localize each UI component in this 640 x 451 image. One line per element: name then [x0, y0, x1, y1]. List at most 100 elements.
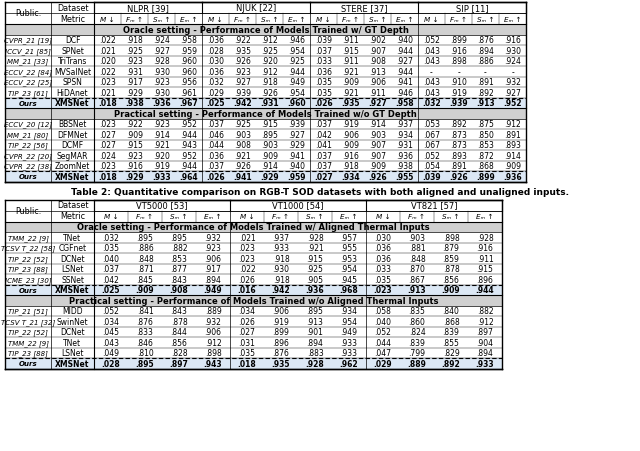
Text: .929: .929: [260, 172, 279, 181]
Text: .903: .903: [261, 141, 278, 150]
Text: .040: .040: [374, 317, 392, 326]
Text: .912: .912: [504, 120, 521, 129]
Text: .912: .912: [477, 317, 493, 326]
Text: .921: .921: [342, 88, 359, 97]
Text: .904: .904: [477, 338, 493, 347]
Bar: [5, 172, 526, 182]
Text: .931: .931: [126, 68, 143, 77]
Text: .909: .909: [136, 285, 154, 295]
Text: .023: .023: [239, 254, 255, 263]
Text: .938: .938: [125, 99, 144, 108]
Bar: [5, 358, 502, 368]
Text: .043: .043: [423, 57, 440, 66]
Text: .921: .921: [234, 152, 251, 161]
Text: M ↓: M ↓: [316, 17, 331, 23]
Text: DFMNet: DFMNet: [58, 130, 88, 139]
Text: .919: .919: [273, 317, 289, 326]
Text: .926: .926: [368, 172, 387, 181]
Text: .912: .912: [205, 338, 221, 347]
Text: .959: .959: [180, 46, 197, 55]
Text: TIP_23 [61]: TIP_23 [61]: [8, 90, 48, 97]
Text: .876: .876: [136, 317, 154, 326]
Text: .021: .021: [239, 233, 255, 242]
Text: .927: .927: [288, 130, 305, 139]
Text: .039: .039: [315, 36, 332, 45]
Text: .944: .944: [476, 285, 494, 295]
Text: .025: .025: [206, 99, 225, 108]
Text: .846: .846: [136, 338, 154, 347]
Text: .042: .042: [315, 130, 332, 139]
Text: .882: .882: [171, 244, 188, 253]
Text: .925: .925: [234, 120, 251, 129]
Text: TCSV T_21 [32]: TCSV T_21 [32]: [1, 318, 55, 325]
Text: .026: .026: [314, 99, 333, 108]
Text: .912: .912: [261, 36, 278, 45]
Text: SPNet: SPNet: [61, 46, 84, 55]
Text: .960: .960: [180, 57, 197, 66]
Bar: [5, 109, 526, 119]
Text: .843: .843: [171, 307, 188, 316]
Text: .931: .931: [396, 141, 413, 150]
Text: LSNet: LSNet: [61, 265, 84, 274]
Text: .023: .023: [374, 285, 392, 295]
Text: ECCV_22 [25]: ECCV_22 [25]: [4, 79, 52, 86]
Text: .067: .067: [423, 130, 440, 139]
Text: .934: .934: [341, 172, 360, 181]
Text: .920: .920: [261, 57, 278, 66]
Text: .027: .027: [314, 172, 333, 181]
Text: .959: .959: [287, 172, 306, 181]
Text: .923: .923: [126, 152, 143, 161]
Text: .036: .036: [207, 152, 224, 161]
Text: .944: .944: [180, 130, 197, 139]
Text: .937: .937: [273, 233, 289, 242]
Text: .860: .860: [408, 317, 426, 326]
Text: .946: .946: [288, 36, 305, 45]
Text: .899: .899: [450, 36, 467, 45]
Text: .891: .891: [477, 78, 494, 87]
Text: XMSNet: XMSNet: [55, 172, 90, 181]
Text: .037: .037: [315, 162, 332, 171]
Text: .873: .873: [450, 141, 467, 150]
Text: .929: .929: [288, 141, 305, 150]
Text: .913: .913: [408, 285, 426, 295]
Text: MM_21 [33]: MM_21 [33]: [8, 58, 49, 65]
Text: .032: .032: [422, 99, 441, 108]
Text: .029: .029: [374, 359, 392, 368]
Text: .028: .028: [207, 46, 224, 55]
Bar: [5, 25, 526, 36]
Text: .932: .932: [205, 317, 221, 326]
Text: .954: .954: [288, 46, 305, 55]
Text: .027: .027: [99, 141, 116, 150]
Text: SSNet: SSNet: [61, 275, 84, 284]
Text: .913: .913: [476, 99, 495, 108]
Text: .957: .957: [340, 233, 358, 242]
Text: .916: .916: [504, 36, 521, 45]
Text: .053: .053: [423, 120, 440, 129]
Text: Oracle setting - Performance of Models Trained w/ GT Depth: Oracle setting - Performance of Models T…: [123, 26, 408, 35]
Bar: [5, 285, 502, 295]
Text: .016: .016: [237, 285, 256, 295]
Text: .943: .943: [204, 359, 222, 368]
Text: .905: .905: [307, 275, 323, 284]
Text: .914: .914: [504, 152, 521, 161]
Text: .903: .903: [408, 233, 426, 242]
Text: .891: .891: [450, 162, 467, 171]
Text: CVPR_21 [19]: CVPR_21 [19]: [4, 37, 52, 44]
Text: .907: .907: [369, 152, 386, 161]
Text: .933: .933: [340, 338, 358, 347]
Text: .944: .944: [396, 46, 413, 55]
Text: .886: .886: [477, 57, 494, 66]
Bar: [5, 98, 526, 109]
Text: .939: .939: [288, 120, 305, 129]
Text: .953: .953: [340, 254, 358, 263]
Text: M ↓: M ↓: [208, 17, 223, 23]
Text: .895: .895: [136, 233, 154, 242]
Text: Fₘ ↑: Fₘ ↑: [136, 213, 154, 220]
Text: Sₘ ↑: Sₘ ↑: [153, 17, 170, 23]
Text: .935: .935: [341, 99, 360, 108]
Text: Eₘ ↑: Eₘ ↑: [340, 213, 358, 220]
Text: .897: .897: [477, 327, 493, 336]
Text: .944: .944: [180, 162, 197, 171]
Text: .942: .942: [233, 99, 252, 108]
Text: .931: .931: [260, 99, 279, 108]
